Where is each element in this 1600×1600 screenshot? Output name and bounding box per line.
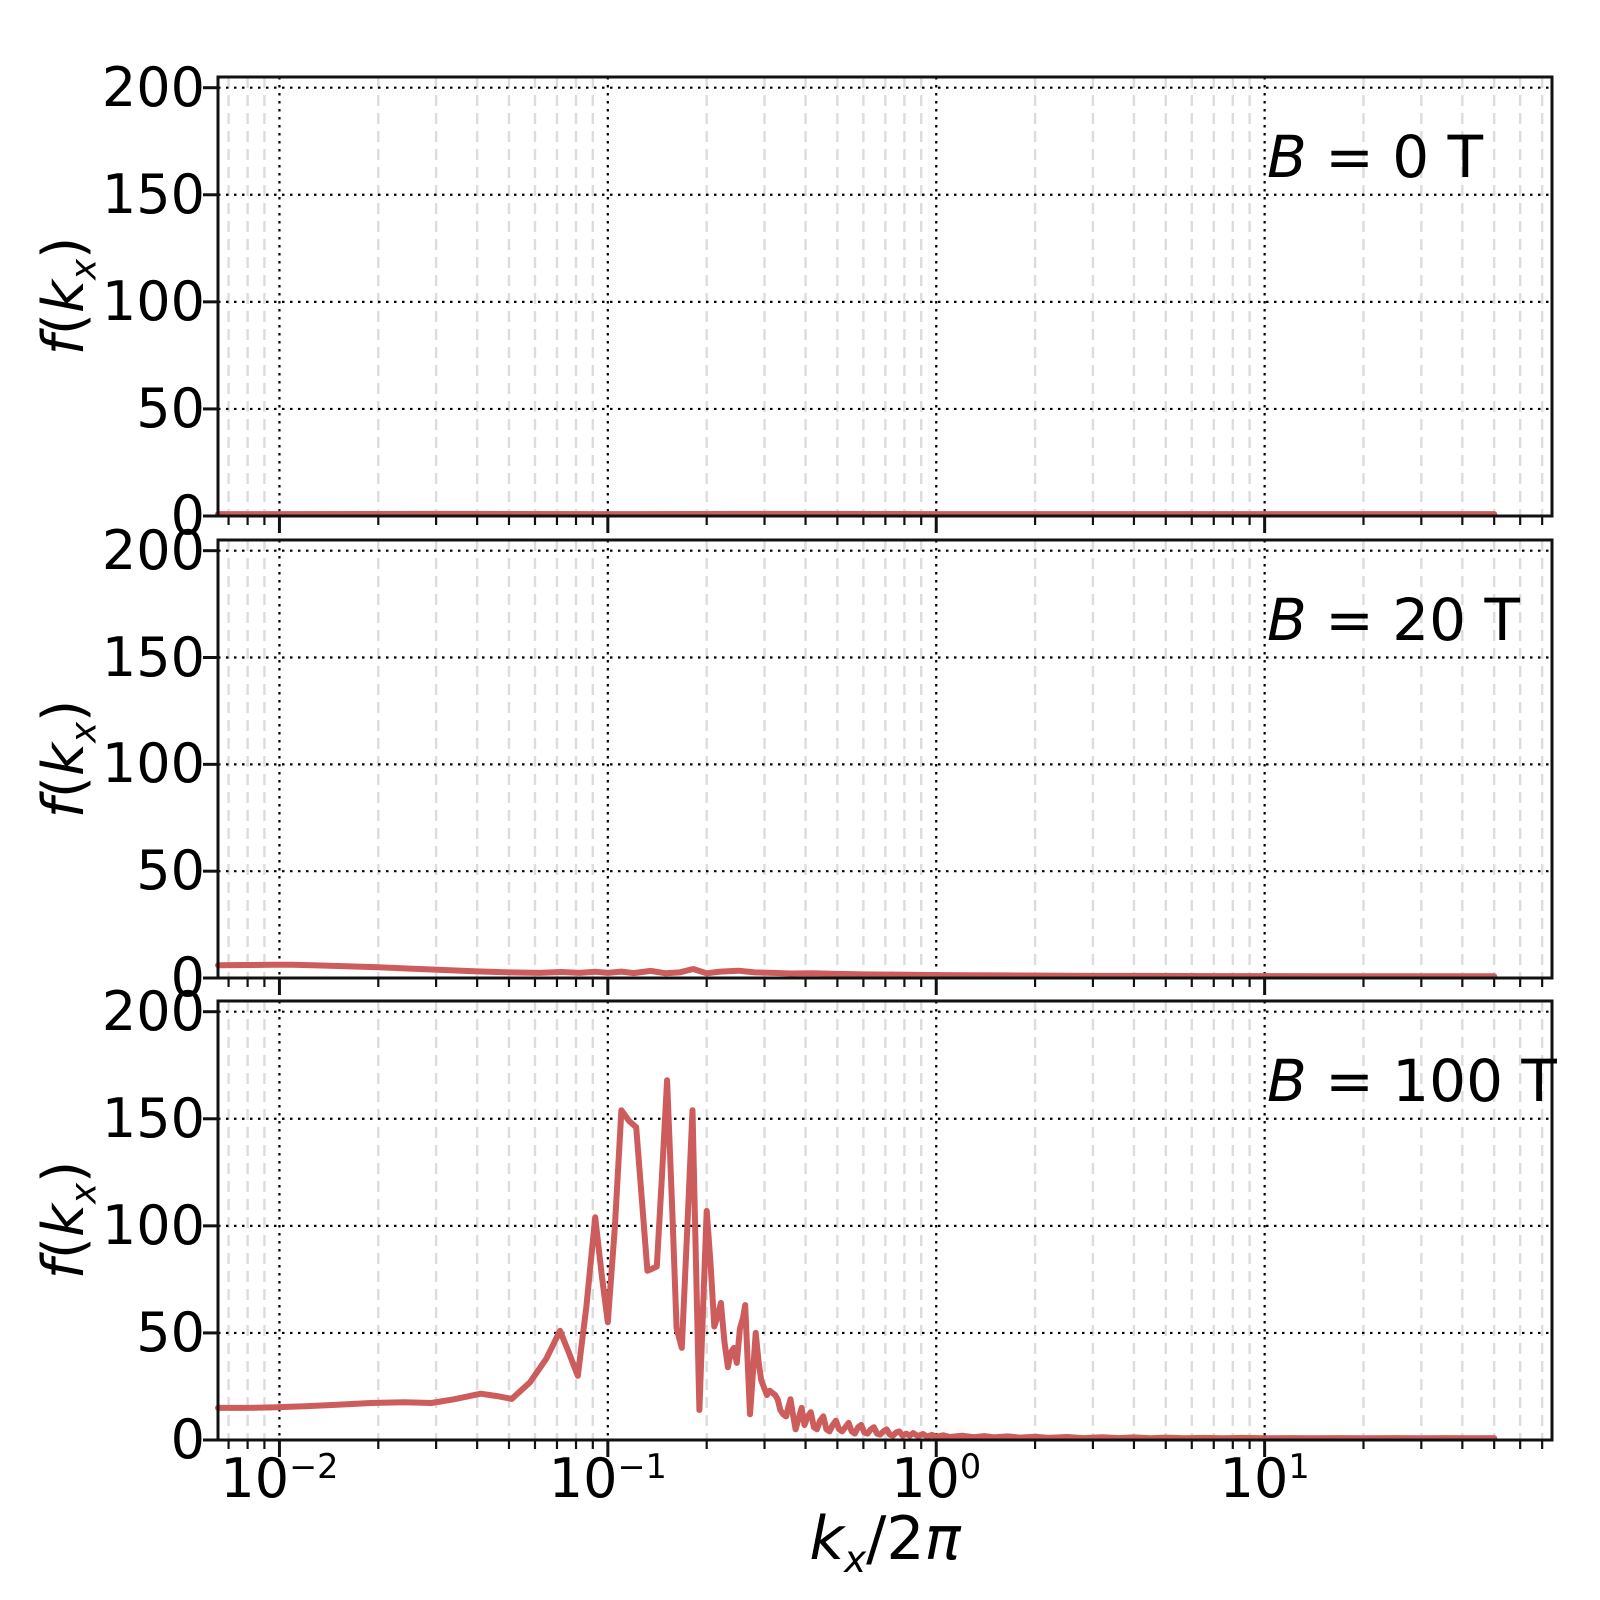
y-tick-label: 50 — [136, 376, 205, 440]
y-tick-label: 200 — [101, 979, 205, 1043]
y-tick-label: 0 — [170, 1408, 205, 1471]
y-tick-label: 200 — [101, 518, 205, 582]
x-axis-label: kx/2π — [809, 1504, 961, 1581]
x-tick-label-1e0: 100 — [891, 1447, 982, 1510]
panel-plot-b100 — [203, 999, 1554, 1457]
y-tick-label: 150 — [101, 625, 205, 689]
y-tick-label: 150 — [101, 1086, 205, 1150]
y-tick-label: 100 — [101, 1193, 205, 1257]
y-tick-label: 200 — [101, 55, 205, 119]
y-tick-label: 0 — [170, 946, 205, 1009]
panel-plot-b0 — [203, 75, 1554, 533]
x-tick-label-1e-1: 10−1 — [548, 1447, 667, 1510]
x-tick-label-1e-2: 10−2 — [220, 1447, 339, 1510]
y-tick-label: 150 — [101, 162, 205, 226]
y-tick-label: 50 — [136, 1300, 205, 1364]
x-tick-label-1e1: 101 — [1219, 1447, 1310, 1510]
annotation-b20: B = 20 T — [1267, 586, 1520, 654]
annotation-b0: B = 0 T — [1267, 123, 1484, 191]
annotation-b100: B = 100 T — [1267, 1047, 1557, 1115]
y-tick-label: 0 — [170, 484, 205, 547]
panel-plot-b20 — [203, 538, 1554, 995]
y-tick-label: 50 — [136, 839, 205, 903]
y-tick-label: 100 — [101, 732, 205, 796]
y-tick-label: 100 — [101, 269, 205, 333]
